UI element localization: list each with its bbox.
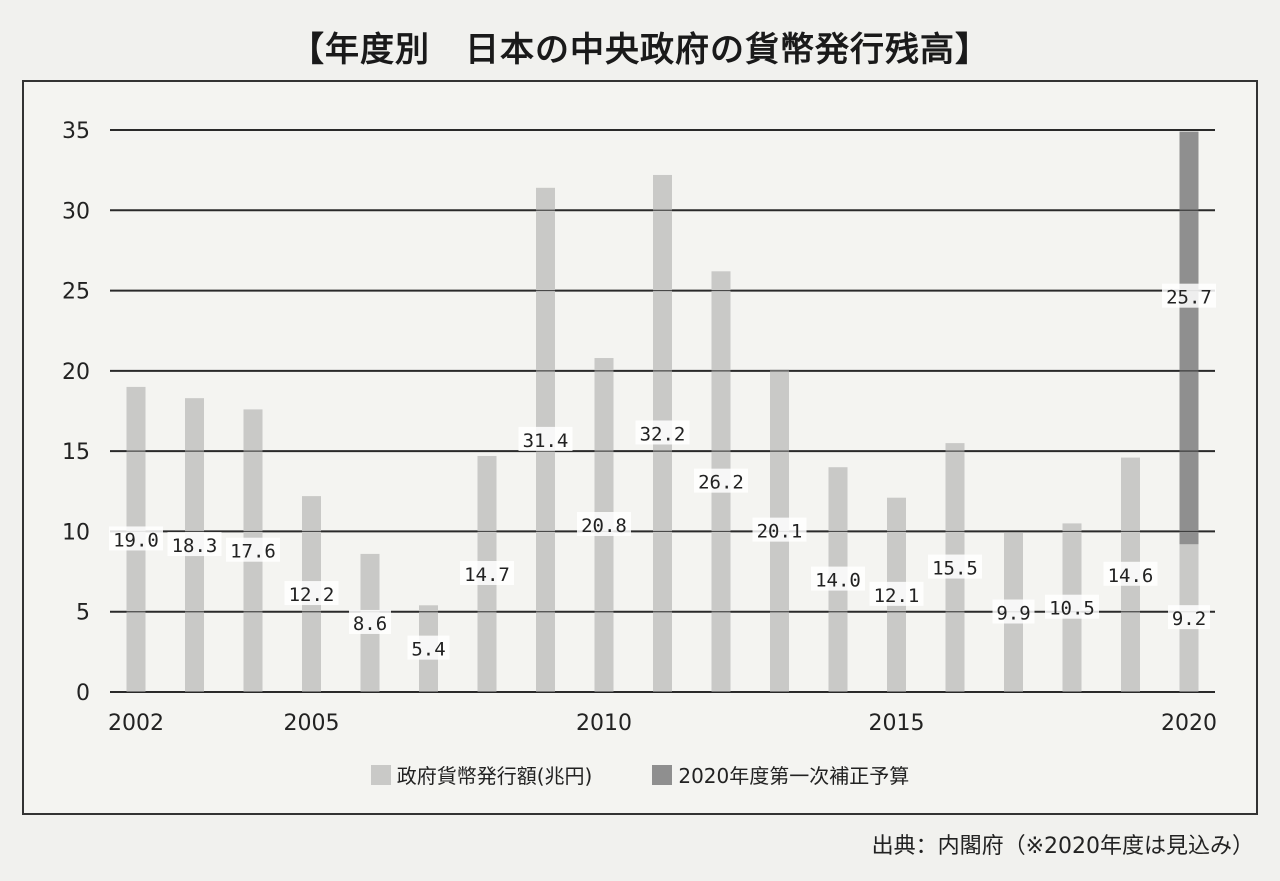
legend-swatch-supp (652, 764, 673, 785)
y-tick-label: 0 (76, 681, 90, 706)
data-label-base-bg (635, 420, 690, 445)
source-note: 出典：内閣府（※2020年度は見込み） (871, 834, 1254, 859)
legend-label-supp: 2020年度第一次補正予算 (678, 764, 910, 788)
data-label-base: 14.7 (464, 564, 510, 586)
x-tick-label: 2020 (1161, 711, 1217, 736)
data-label-base-bg (1045, 594, 1099, 619)
x-tick-label: 2005 (284, 711, 340, 736)
data-label-base-bg (284, 581, 339, 606)
data-label-base-bg (992, 599, 1035, 624)
x-tick-label: 2015 (869, 711, 925, 736)
legend-label-base: 政府貨幣発行額(兆円) (396, 764, 593, 788)
data-label-base-bg (869, 581, 924, 606)
legend-item-base: 政府貨幣発行額(兆円) (370, 760, 593, 789)
x-tick-label: 2002 (108, 711, 164, 736)
y-tick-label: 25 (62, 280, 90, 305)
data-label-base-bg (349, 609, 391, 634)
data-label-base: 5.4 (411, 639, 445, 661)
data-label-base: 17.6 (230, 541, 276, 563)
data-label-base-bg (226, 537, 280, 562)
data-label-base: 19.0 (113, 529, 159, 551)
data-label-base: 15.5 (932, 558, 978, 580)
data-label-base: 12.2 (289, 584, 335, 606)
data-label-base-bg (577, 512, 631, 537)
data-label-base: 31.4 (523, 430, 569, 452)
data-label-base-bg (752, 517, 807, 542)
data-label-base: 12.1 (874, 585, 920, 607)
legend-item-supp: 2020年度第一次補正予算 (652, 760, 909, 789)
data-label-base: 18.3 (172, 535, 218, 557)
data-label-base-bg (109, 526, 163, 551)
data-label-base: 32.2 (640, 423, 686, 445)
y-tick-label: 20 (62, 360, 90, 385)
data-label-base-bg (928, 554, 982, 579)
data-label-base-bg (1103, 561, 1158, 586)
chart-title: 【年度別 日本の中央政府の貨幣発行残高】 (290, 30, 990, 70)
y-tick-label: 5 (76, 601, 90, 626)
data-label-base: 10.5 (1049, 598, 1095, 620)
data-label-base-bg (167, 532, 222, 557)
data-label-base: 26.2 (698, 472, 744, 494)
y-tick-label: 10 (62, 520, 90, 545)
legend: 政府貨幣発行額(兆円) 2020年度第一次補正予算 (0, 760, 1280, 789)
y-tick-label: 30 (62, 199, 90, 224)
data-label-base-bg (518, 426, 573, 451)
data-label-base-bg (460, 560, 514, 585)
data-label-base-bg (811, 566, 865, 591)
x-tick-label: 2010 (576, 711, 632, 736)
data-label-base-bg (1168, 605, 1210, 630)
data-label-supplementary: 25.7 (1166, 287, 1212, 309)
data-label-base: 9.9 (996, 603, 1030, 625)
data-label-supplementary-bg (1162, 283, 1216, 308)
data-label-base: 9.2 (1172, 608, 1206, 630)
y-tick-label: 35 (62, 119, 90, 144)
data-label-base: 14.0 (815, 570, 861, 592)
y-tick-label: 15 (62, 440, 90, 465)
data-label-base: 20.1 (757, 521, 803, 543)
data-label-base-bg (407, 635, 450, 660)
bar-supplementary (1179, 131, 1199, 545)
data-label-base: 8.6 (353, 613, 387, 635)
data-label-base-bg (694, 468, 748, 493)
data-label-base: 14.6 (1108, 565, 1154, 587)
data-label-base: 20.8 (581, 515, 627, 537)
legend-swatch-base (370, 764, 391, 785)
